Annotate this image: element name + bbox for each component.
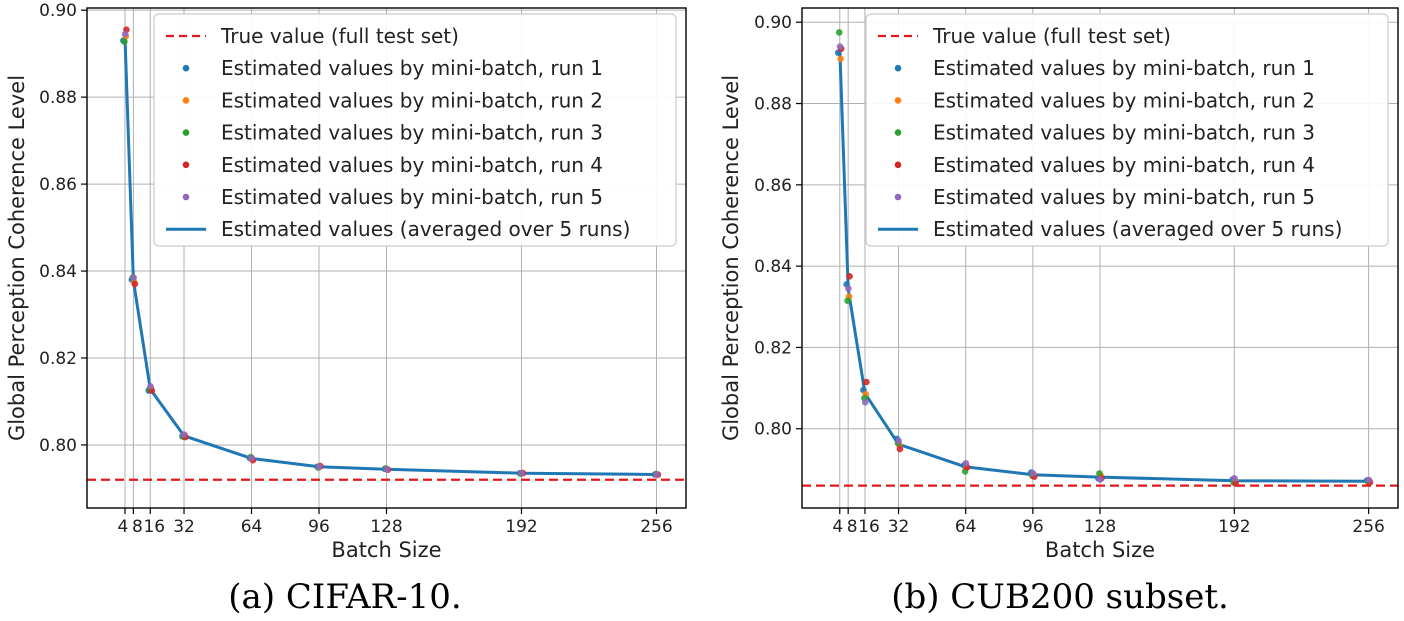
legend-box (153, 13, 677, 247)
point-run2 (837, 55, 844, 63)
point-run4 (863, 378, 870, 386)
x-tick-label: 192 (505, 517, 537, 537)
caption: (a) CIFAR-10. (228, 577, 461, 617)
x-tick-label: 4 (832, 517, 843, 537)
point-run5 (1231, 475, 1238, 482)
legend-run5-marker (182, 193, 190, 201)
x-tick-label: 8 (847, 517, 858, 537)
y-tick-label: 0.88 (39, 88, 77, 108)
legend-run4-label: Estimated values by mini-batch, run 4 (221, 153, 603, 177)
x-axis-label: Batch Size (331, 538, 441, 562)
x-tick-label: 64 (241, 517, 263, 537)
x-tick-label: 32 (888, 517, 910, 537)
point-run5 (845, 285, 852, 292)
point-run5 (1096, 476, 1104, 483)
x-tick-label: 128 (1084, 517, 1116, 537)
chart-cifar10: 4 8 16 32 64 96 128 192 256 0.80 0.82 0.84 0.86 0.88 0… (5, 1, 687, 617)
x-tick-label: 16 (858, 517, 880, 537)
chart-cub200: 4 8 16 32 64 96 128 192 256 0.80 0.82 0.84 0.86 0.88 0… (719, 7, 1399, 617)
point-run4 (846, 273, 853, 280)
point-run5 (962, 460, 970, 467)
point-run4 (131, 280, 139, 288)
point-run5 (861, 399, 869, 406)
legend-run1-marker (182, 64, 190, 72)
point-run5 (180, 431, 188, 438)
point-run5 (895, 437, 902, 445)
y-axis-label: Global Perception Coherence Level (5, 75, 29, 441)
y-tick-label: 0.84 (39, 262, 77, 282)
legend-run2-label: Estimated values by mini-batch, run 2 (221, 88, 603, 112)
legend-run1-label: Estimated values by mini-batch, run 1 (221, 56, 603, 80)
point-run5 (130, 274, 137, 281)
legend-run1-marker (894, 64, 902, 72)
x-tick-label: 96 (308, 517, 330, 537)
x-tick-label: 8 (132, 517, 143, 537)
legend-run4-marker (894, 161, 902, 169)
x-tick-label: 256 (640, 517, 672, 537)
legend-run2-label: Estimated values by mini-batch, run 2 (933, 88, 1315, 112)
caption: (b) CUB200 subset. (891, 577, 1229, 617)
x-tick-label: 96 (1022, 517, 1044, 537)
legend-run5-label: Estimated values by mini-batch, run 5 (933, 185, 1315, 209)
point-run5 (1029, 470, 1037, 477)
x-tick-label: 32 (173, 517, 195, 537)
point-run4 (896, 445, 904, 453)
y-tick-label: 0.86 (39, 175, 77, 195)
point-run5 (147, 383, 154, 390)
y-tick-label: 0.90 (754, 13, 792, 33)
y-axis-label: Global Perception Coherence Level (719, 75, 743, 441)
legend-true_value-label: True value (full test set) (932, 24, 1171, 48)
point-run3 (844, 297, 851, 305)
legend-run3-marker (894, 129, 902, 136)
point-run5 (518, 469, 525, 477)
legend-run2-marker (894, 97, 902, 104)
point-run5 (121, 30, 129, 38)
legend-average-label: Estimated values (averaged over 5 runs) (221, 217, 630, 241)
x-tick-label: 64 (955, 517, 977, 537)
x-axis-label: Batch Size (1045, 538, 1155, 562)
y-tick-label: 0.80 (39, 436, 77, 456)
y-tick-label: 0.90 (39, 1, 77, 21)
point-run3 (835, 29, 843, 36)
legend: True value (full test set) Estimated valu… (865, 13, 1389, 247)
point-run5 (653, 471, 660, 478)
x-tick-label: 16 (143, 517, 165, 537)
legend-run5-label: Estimated values by mini-batch, run 5 (221, 185, 603, 209)
y-tick-label: 0.82 (754, 338, 792, 358)
legend-run3-marker (182, 129, 190, 136)
legend-box (865, 13, 1389, 247)
point-run5 (248, 454, 255, 462)
legend-run5-marker (894, 193, 902, 201)
x-tick-label: 192 (1218, 517, 1250, 537)
point-run5 (315, 463, 323, 471)
point-run5 (1365, 476, 1373, 484)
legend-run1-label: Estimated values by mini-batch, run 1 (933, 56, 1315, 80)
legend-run3-label: Estimated values by mini-batch, run 3 (221, 121, 603, 145)
y-tick-label: 0.88 (754, 95, 792, 115)
x-tick-label: 256 (1352, 517, 1384, 537)
legend-run4-label: Estimated values by mini-batch, run 4 (933, 153, 1315, 177)
legend: True value (full test set) Estimated valu… (153, 13, 677, 247)
legend-run4-marker (182, 161, 190, 169)
point-run5 (836, 43, 844, 50)
y-tick-label: 0.82 (39, 349, 77, 369)
y-tick-label: 0.84 (754, 257, 792, 277)
y-tick-label: 0.86 (754, 176, 792, 196)
point-run4 (1232, 480, 1239, 487)
legend-average-label: Estimated values (averaged over 5 runs) (933, 217, 1342, 241)
legend-run3-label: Estimated values by mini-batch, run 3 (933, 121, 1315, 145)
x-tick-label: 128 (370, 517, 402, 537)
x-tick-label: 4 (118, 517, 129, 537)
legend-run2-marker (182, 97, 190, 104)
point-run3 (121, 38, 128, 45)
y-tick-label: 0.80 (754, 420, 792, 440)
point-run5 (383, 466, 391, 473)
legend-true_value-label: True value (full test set) (220, 24, 459, 48)
